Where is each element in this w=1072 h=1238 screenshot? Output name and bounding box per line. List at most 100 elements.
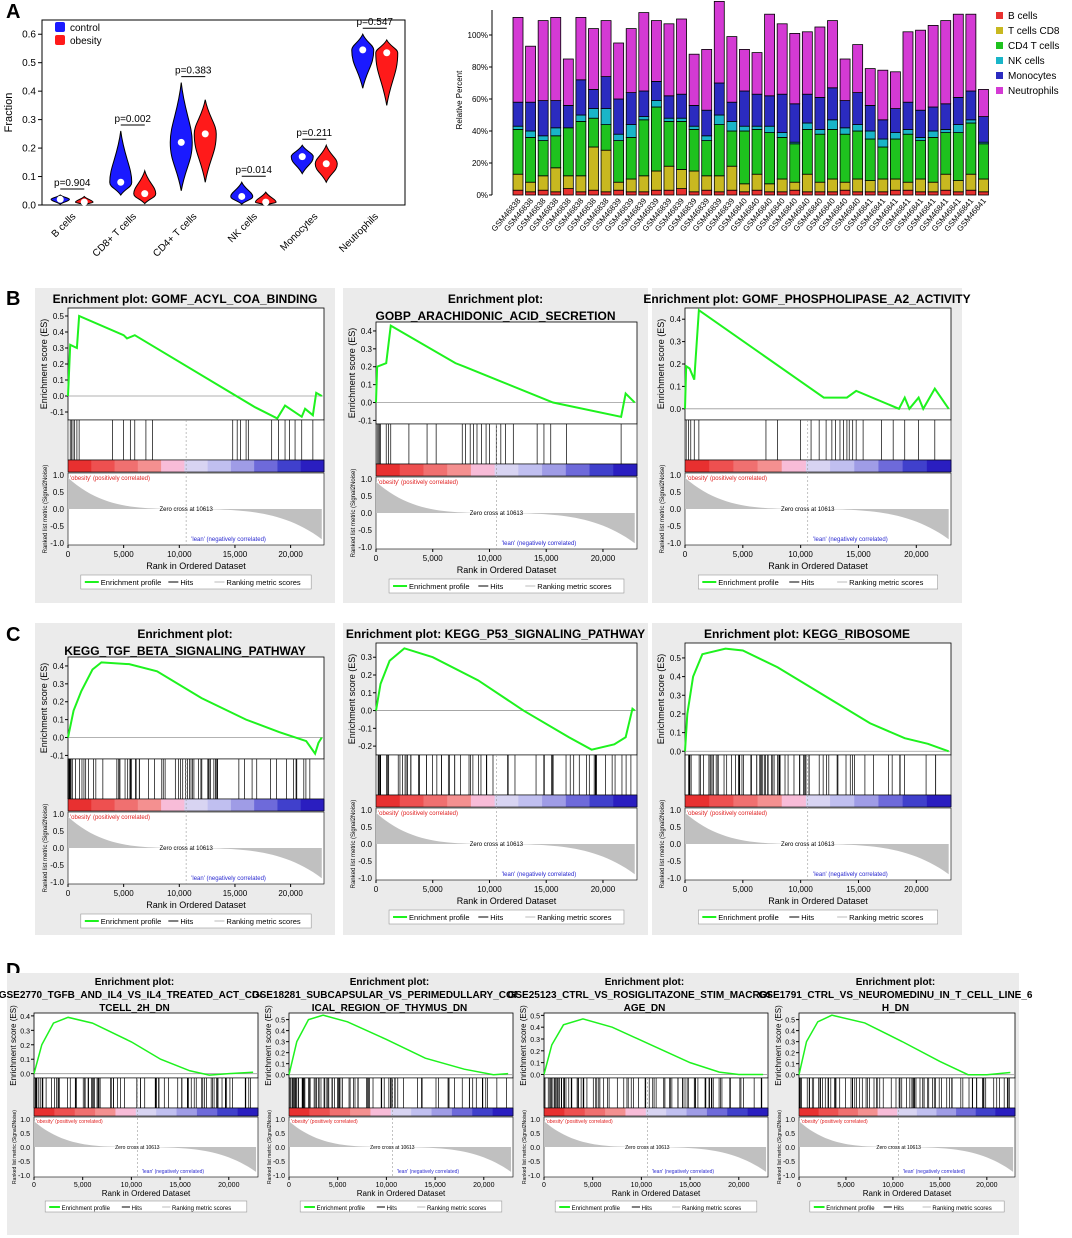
bar-segment (575, 191, 587, 196)
bar-segment (877, 138, 889, 148)
positive-label: 'obesity' (positively correlated) (546, 1119, 613, 1125)
y-tick-label: 0.0 (22, 201, 36, 212)
negative-label: 'lean' (negatively correlated) (502, 872, 577, 878)
bar-segment (789, 189, 801, 196)
rank-color-segment (897, 1108, 918, 1116)
rank-color-segment (975, 1108, 996, 1116)
es-y-tick-label: 0.5 (53, 312, 65, 321)
gsea-title: GSE1791_CTRL_VS_NEUROMEDINU_IN_T_CELL_LI… (759, 990, 1033, 1001)
bar-segment (852, 178, 864, 193)
rank-color-segment (878, 795, 904, 807)
ranking-metric-area (544, 1121, 767, 1172)
x-tick-label: 15,000 (846, 550, 871, 559)
bar-segment (613, 98, 625, 135)
bar-segment (688, 53, 700, 106)
bar-segment (613, 42, 625, 100)
negative-label: 'lean' (negatively correlated) (502, 541, 577, 547)
bar-segment (864, 138, 876, 181)
legend-label-hits: Hits (642, 1206, 652, 1212)
median-point-obesity (201, 130, 209, 138)
hits-frame (375, 423, 638, 465)
legend-box (44, 1200, 248, 1213)
positive-label: 'obesity' (positively correlated) (378, 811, 458, 817)
rank-color-segment (95, 1108, 116, 1116)
rank-color-segment (613, 464, 638, 476)
bar-segment (827, 119, 838, 130)
rank-color-segment (431, 1108, 453, 1116)
y-tick-label: 0% (476, 191, 488, 200)
y-tick-label: 0.5 (22, 58, 36, 69)
rank-color-segment (727, 1108, 749, 1116)
metric-y-tick-label: -1.0 (528, 1173, 540, 1180)
gsea-plots: Enrichment plot: GOMF_ACYL_COA_BINDING 0.… (0, 288, 1033, 1235)
metric-y-tick-label: -1.0 (358, 874, 372, 883)
panel-label-b: B (6, 288, 20, 310)
metric-y-axis-label: Ranked list metric (Signal2Noise) (43, 465, 49, 554)
bar-segment (764, 125, 775, 133)
bar-segment (940, 103, 952, 130)
x-axis-label: Rank in Ordered Dataset (146, 900, 246, 910)
bar-segment (550, 127, 562, 137)
bar-segment (764, 13, 775, 97)
metric-y-tick-label: -1.0 (667, 874, 681, 883)
bar-segment (852, 191, 864, 196)
legend-box (697, 909, 938, 925)
es-y-axis-label: Enrichment score (ES) (264, 1005, 273, 1086)
rank-color-segment (411, 1108, 433, 1116)
x-tick-label: 0 (683, 885, 688, 894)
bar-segment (839, 181, 851, 191)
median-point-obesity (322, 160, 330, 168)
es-frame (288, 1012, 514, 1079)
bar-segment (663, 165, 675, 191)
es-y-tick-label: 0.2 (670, 710, 682, 719)
rank-color-segment (747, 1108, 769, 1116)
bar-segment (512, 189, 524, 196)
rank-color-segment (237, 1108, 259, 1116)
bar-segment (814, 133, 826, 183)
rank-color-segment (645, 1108, 667, 1116)
metric-y-tick-label: 0.5 (670, 823, 682, 832)
x-tick-label: CD8+ T cells (91, 211, 139, 259)
legend-label: B cells (1008, 11, 1037, 22)
rank-color-segment (350, 1108, 371, 1116)
bar-segment (701, 49, 713, 111)
positive-label: 'obesity' (positively correlated) (801, 1119, 868, 1125)
es-y-tick-label: 0.3 (530, 1037, 540, 1044)
rank-color-segment (685, 795, 710, 807)
y-tick-label: 20% (472, 159, 488, 168)
metric-y-tick-label: 0.0 (53, 505, 65, 514)
rank-color-segment (686, 1108, 708, 1116)
legend-label-profile: Enrichment profile (317, 1206, 366, 1212)
metric-y-axis-label: Ranked list metric (Signal2Noise) (267, 1110, 273, 1184)
bar-segment (751, 173, 763, 191)
rank-color-segment (254, 460, 278, 472)
bar-segment (713, 124, 725, 177)
es-y-tick-label: 0.1 (20, 1057, 30, 1064)
rank-color-segment (518, 795, 543, 807)
x-tick-label: 0 (66, 889, 71, 898)
rank-color-segment (329, 1108, 351, 1116)
x-tick-label: 5,000 (837, 1182, 855, 1189)
bar-segment (701, 189, 713, 196)
bar-segment (814, 97, 826, 130)
es-y-axis-label: Enrichment score (ES) (39, 319, 49, 410)
bar-segment (852, 92, 864, 125)
bar-segment (940, 189, 952, 196)
legend-label-hits: Hits (490, 913, 503, 922)
legend-label-hits: Hits (387, 1206, 397, 1212)
bar-segment (537, 175, 549, 191)
legend-box (388, 909, 625, 925)
bar-segment (713, 82, 725, 116)
legend-label-profile: Enrichment profile (718, 913, 778, 922)
es-y-tick-label: 0.4 (670, 315, 682, 324)
bar-segment (877, 119, 889, 140)
bar-segment (864, 105, 876, 132)
zero-cross-label: Zero cross at 10613 (115, 1145, 160, 1151)
rank-color-frame (375, 463, 638, 477)
enrichment-profile-line (375, 323, 636, 419)
x-tick-label: 0 (374, 885, 379, 894)
rank-color-segment (877, 1108, 898, 1116)
rank-color-segment (230, 799, 255, 811)
x-tick-label: 15,000 (424, 1182, 446, 1189)
rank-color-segment (926, 795, 952, 807)
